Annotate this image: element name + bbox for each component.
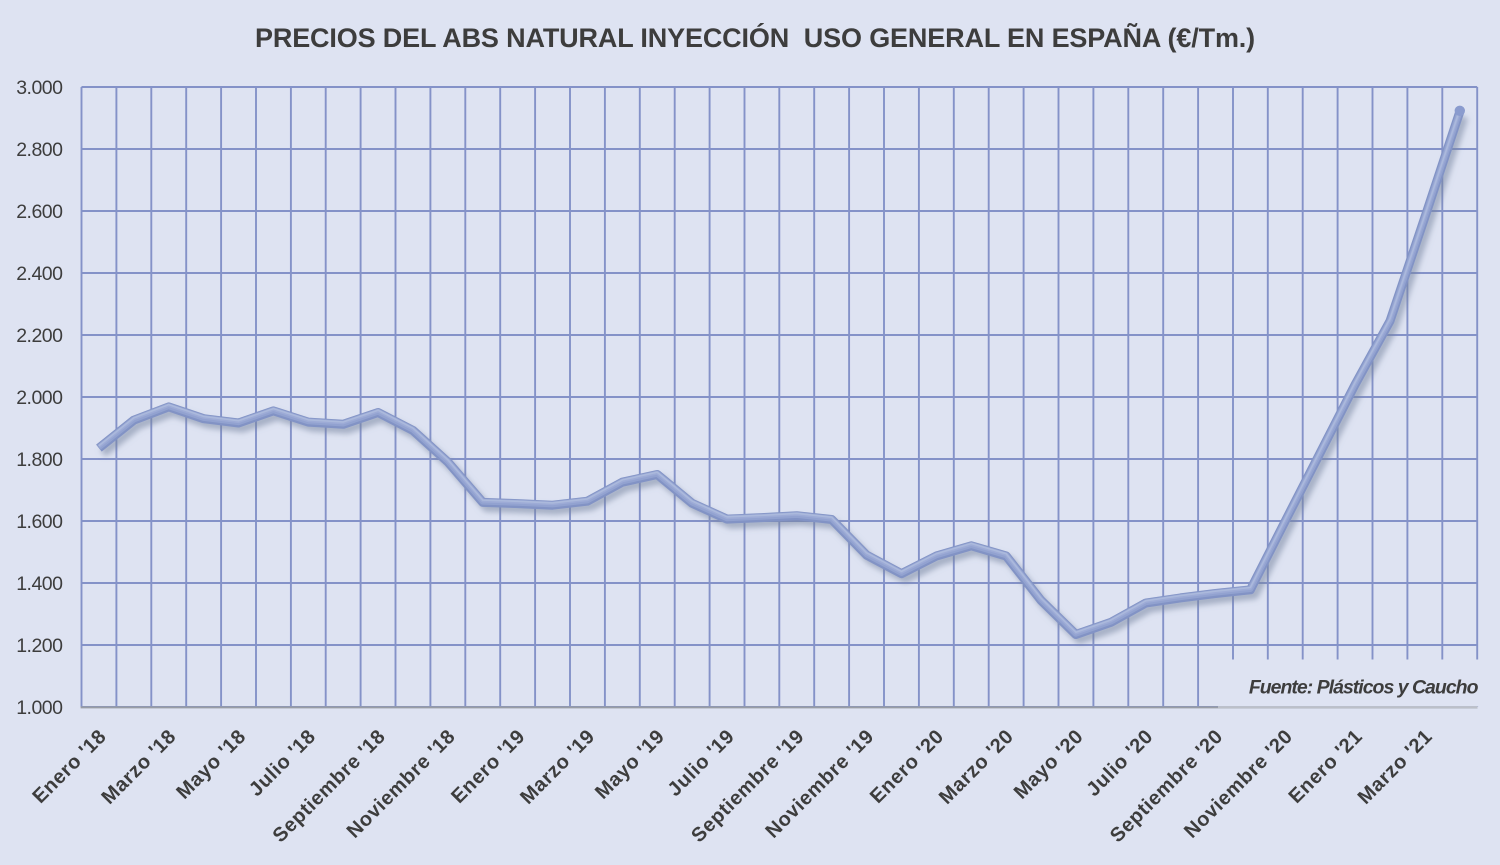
svg-text:2.800: 2.800 — [16, 139, 63, 161]
svg-text:1.400: 1.400 — [16, 573, 63, 595]
svg-text:Fuente: Plásticos y Caucho: Fuente: Plásticos y Caucho — [1249, 677, 1479, 699]
svg-text:3.000: 3.000 — [16, 77, 63, 99]
svg-text:1.200: 1.200 — [16, 635, 63, 657]
svg-text:1.600: 1.600 — [16, 511, 63, 533]
svg-text:2.200: 2.200 — [16, 325, 63, 347]
svg-text:2.000: 2.000 — [16, 387, 63, 409]
svg-text:1.800: 1.800 — [16, 449, 63, 471]
svg-text:PRECIOS DEL ABS NATURAL INYECC: PRECIOS DEL ABS NATURAL INYECCIÓN USO GE… — [255, 22, 1255, 53]
svg-text:2.600: 2.600 — [16, 201, 63, 223]
svg-text:1.000: 1.000 — [16, 697, 63, 719]
svg-text:2.400: 2.400 — [16, 263, 63, 285]
